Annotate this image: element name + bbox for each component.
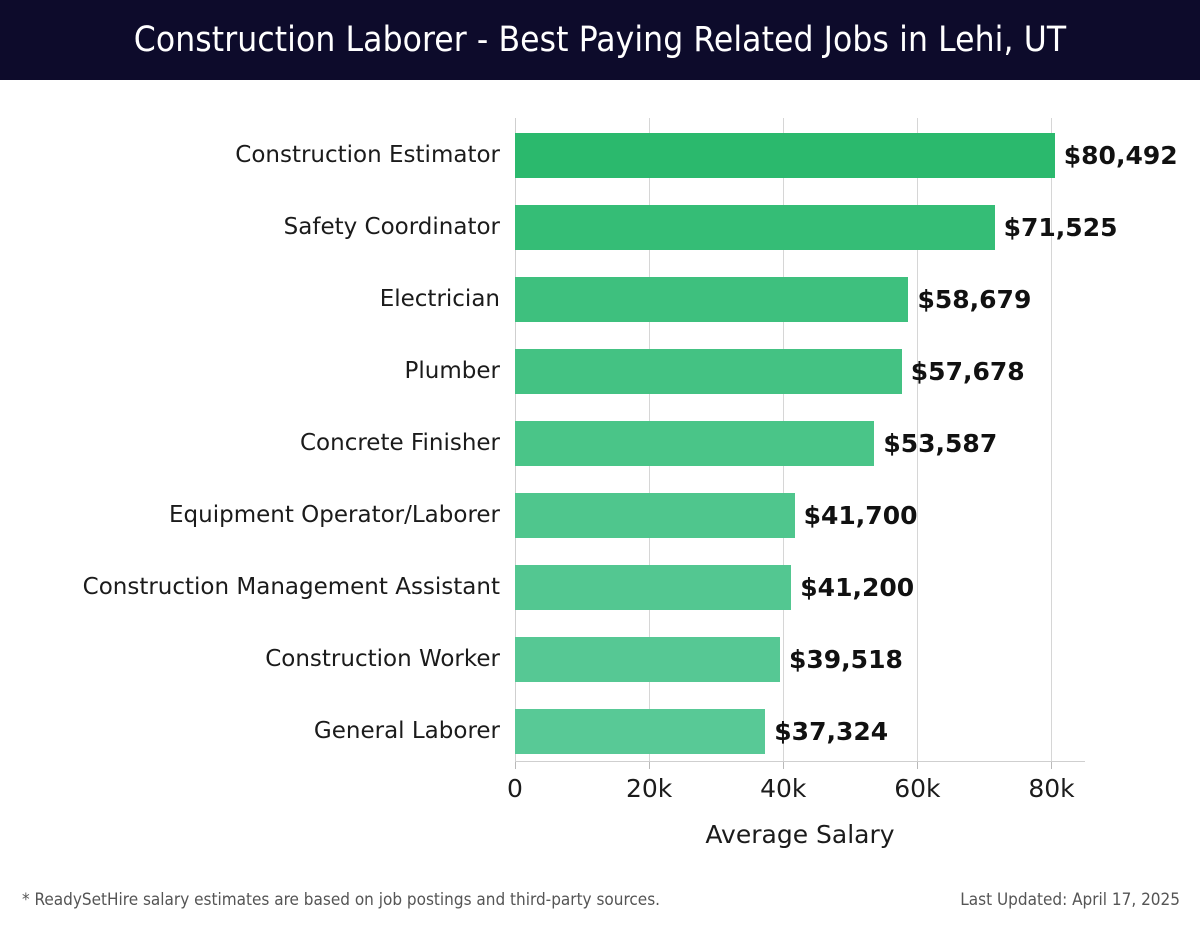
bar-value-label: $41,700 — [803, 501, 918, 530]
bar-category-label: Safety Coordinator — [283, 214, 500, 240]
footer: * ReadySetHire salary estimates are base… — [0, 890, 1200, 940]
bar-value-label: $71,525 — [1003, 213, 1118, 242]
page-title: Construction Laborer - Best Paying Relat… — [133, 20, 1067, 60]
bar-row[interactable]: Electrician $58,679 — [0, 277, 1200, 322]
bar[interactable] — [515, 277, 909, 322]
bar-value-label: $58,679 — [917, 285, 1032, 314]
x-tick-label: 20k — [625, 774, 673, 803]
bar-row[interactable]: Safety Coordinator $71,525 — [0, 205, 1200, 250]
bar-value-label: $39,518 — [789, 645, 903, 674]
bar[interactable] — [515, 133, 1055, 178]
bar[interactable] — [515, 637, 780, 682]
bar-row[interactable]: Plumber $57,678 — [0, 349, 1200, 394]
bar-category-label: Construction Estimator — [235, 142, 500, 168]
tick-mark — [515, 761, 516, 769]
tick-mark — [649, 761, 651, 769]
x-tick-label: 40k — [760, 774, 807, 803]
bar-category-label: Equipment Operator/Laborer — [169, 502, 500, 528]
bar-category-label: General Laborer — [313, 718, 500, 744]
x-tick-label: 60k — [894, 774, 941, 803]
bar[interactable] — [515, 493, 795, 538]
x-axis-line — [515, 761, 1085, 762]
tick-mark — [1051, 761, 1053, 769]
bar[interactable] — [515, 349, 902, 394]
bar-row[interactable]: Concrete Finisher $53,587 — [0, 421, 1200, 466]
bar[interactable] — [515, 565, 792, 610]
bar-category-label: Concrete Finisher — [299, 430, 500, 456]
bar-row[interactable]: Construction Estimator $80,492 — [0, 133, 1200, 178]
bar-value-label: $80,492 — [1063, 141, 1178, 170]
bar-value-label: $41,200 — [800, 573, 915, 602]
x-tick-label: 0 — [507, 774, 523, 803]
bar-row[interactable]: General Laborer $37,324 — [0, 709, 1200, 754]
footer-last-updated: Last Updated: April 17, 2025 — [960, 890, 1180, 910]
header-band — [0, 0, 1200, 80]
bar-value-label: $57,678 — [910, 357, 1025, 386]
bar-row[interactable]: Equipment Operator/Laborer $41,700 — [0, 493, 1200, 538]
footer-disclaimer: * ReadySetHire salary estimates are base… — [22, 890, 661, 910]
bar[interactable] — [515, 709, 766, 754]
bar-category-label: Construction Worker — [265, 646, 500, 672]
bar-category-label: Plumber — [404, 358, 500, 384]
bar[interactable] — [515, 205, 995, 250]
tick-mark — [917, 761, 919, 769]
bar-category-label: Electrician — [379, 286, 500, 312]
plot-area: Construction Estimator $80,492 Safety Coor… — [0, 80, 1200, 860]
x-axis-title: Average Salary — [705, 820, 895, 849]
x-tick-label: 80k — [1028, 774, 1075, 803]
bar[interactable] — [515, 421, 875, 466]
bar-row[interactable]: Construction Worker $39,518 — [0, 637, 1200, 682]
bar-category-label: Construction Management Assistant — [82, 574, 500, 600]
bar-value-label: $53,587 — [883, 429, 998, 458]
bar-row[interactable]: Construction Management Assistant $41,200 — [0, 565, 1200, 610]
bar-value-label: $37,324 — [774, 717, 889, 746]
tick-mark — [783, 761, 785, 769]
